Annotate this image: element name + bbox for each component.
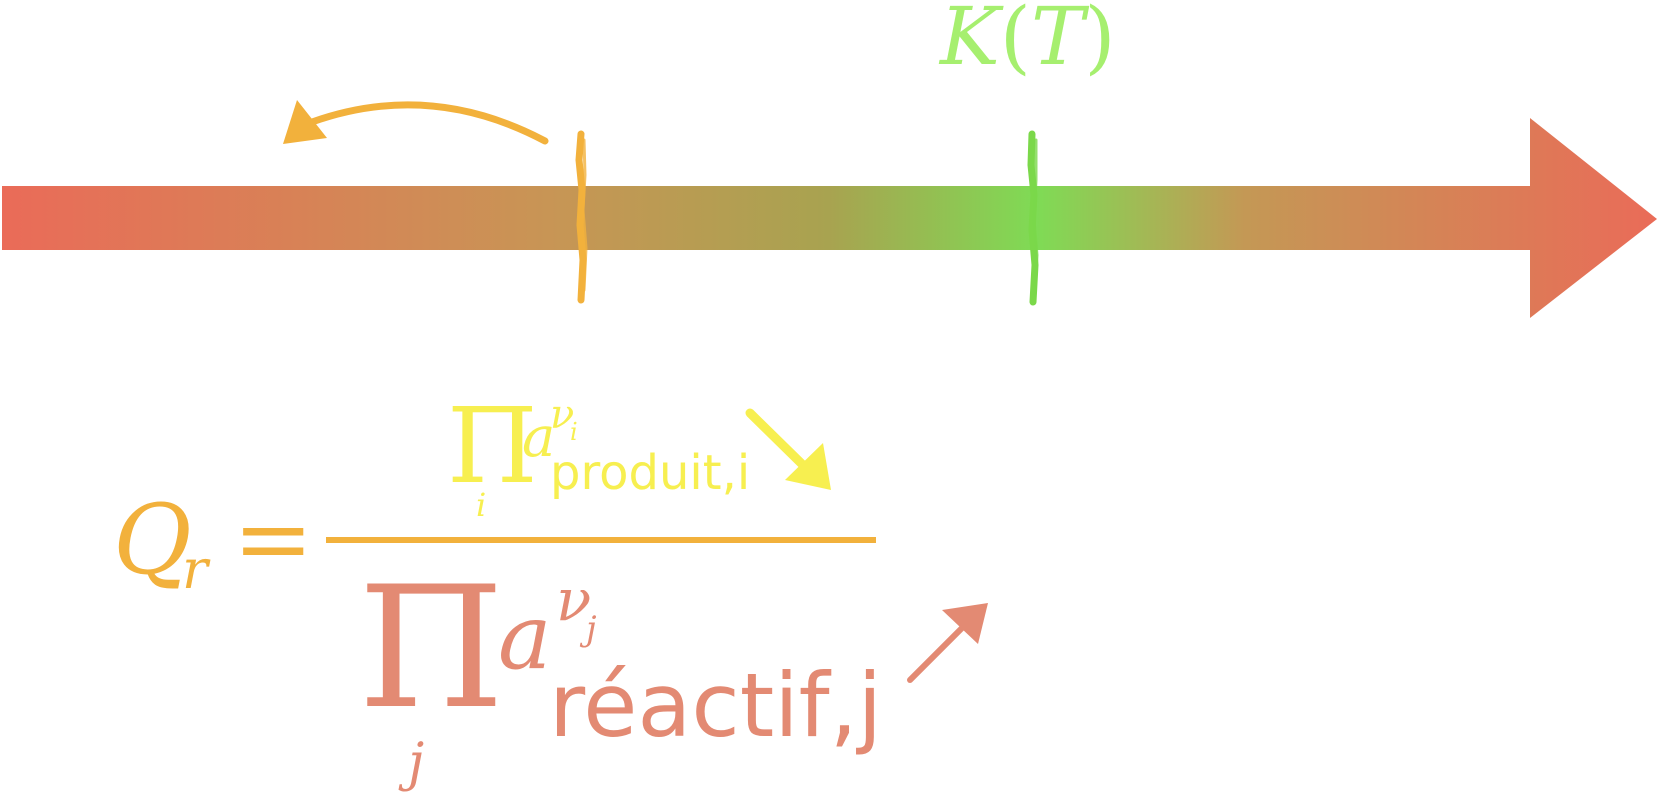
k-marker xyxy=(1027,130,1039,306)
q-tick xyxy=(575,130,587,304)
q-tick-texture xyxy=(581,138,588,292)
product-subscript: produit,i xyxy=(550,445,750,501)
arrow-down-right-icon xyxy=(745,408,831,490)
arrow-up-right-icon xyxy=(907,603,988,683)
reactant-subscript: réactif,j xyxy=(549,654,882,757)
reactant-base: a xyxy=(498,585,552,690)
denominator: Π j a ν j réactif,j xyxy=(358,550,882,793)
product-index: i xyxy=(476,486,486,524)
equals-sign: = xyxy=(233,483,313,595)
product-exponent-nu: ν xyxy=(550,392,574,438)
q-label: Q r = xyxy=(113,483,313,601)
k-tick-texture xyxy=(1032,138,1039,297)
numerator: Π i a ν i produit,i xyxy=(447,385,750,524)
axis-shaft xyxy=(2,186,1532,250)
product-symbol-icon: Π xyxy=(447,385,538,507)
reactant-exponent-nu: ν xyxy=(556,566,591,634)
k-paren-close: ) xyxy=(1084,0,1115,83)
svg-text:K(T): K(T) xyxy=(938,0,1116,83)
product-exponent-index: i xyxy=(570,418,578,446)
k-temperature: T xyxy=(1031,0,1090,83)
axis-arrow xyxy=(2,118,1657,318)
reactant-symbol-icon: Π xyxy=(358,550,505,746)
q-letter: Q xyxy=(113,484,192,596)
k-paren-open: ( xyxy=(1000,0,1031,83)
curved-arrow-left-icon xyxy=(283,100,549,145)
k-letter: K xyxy=(938,0,1004,83)
product-base: a xyxy=(522,405,555,470)
axis-arrowhead xyxy=(1530,118,1657,318)
q-marker xyxy=(575,130,588,304)
k-label: K(T) xyxy=(938,0,1116,83)
q-subscript: r xyxy=(182,538,211,601)
